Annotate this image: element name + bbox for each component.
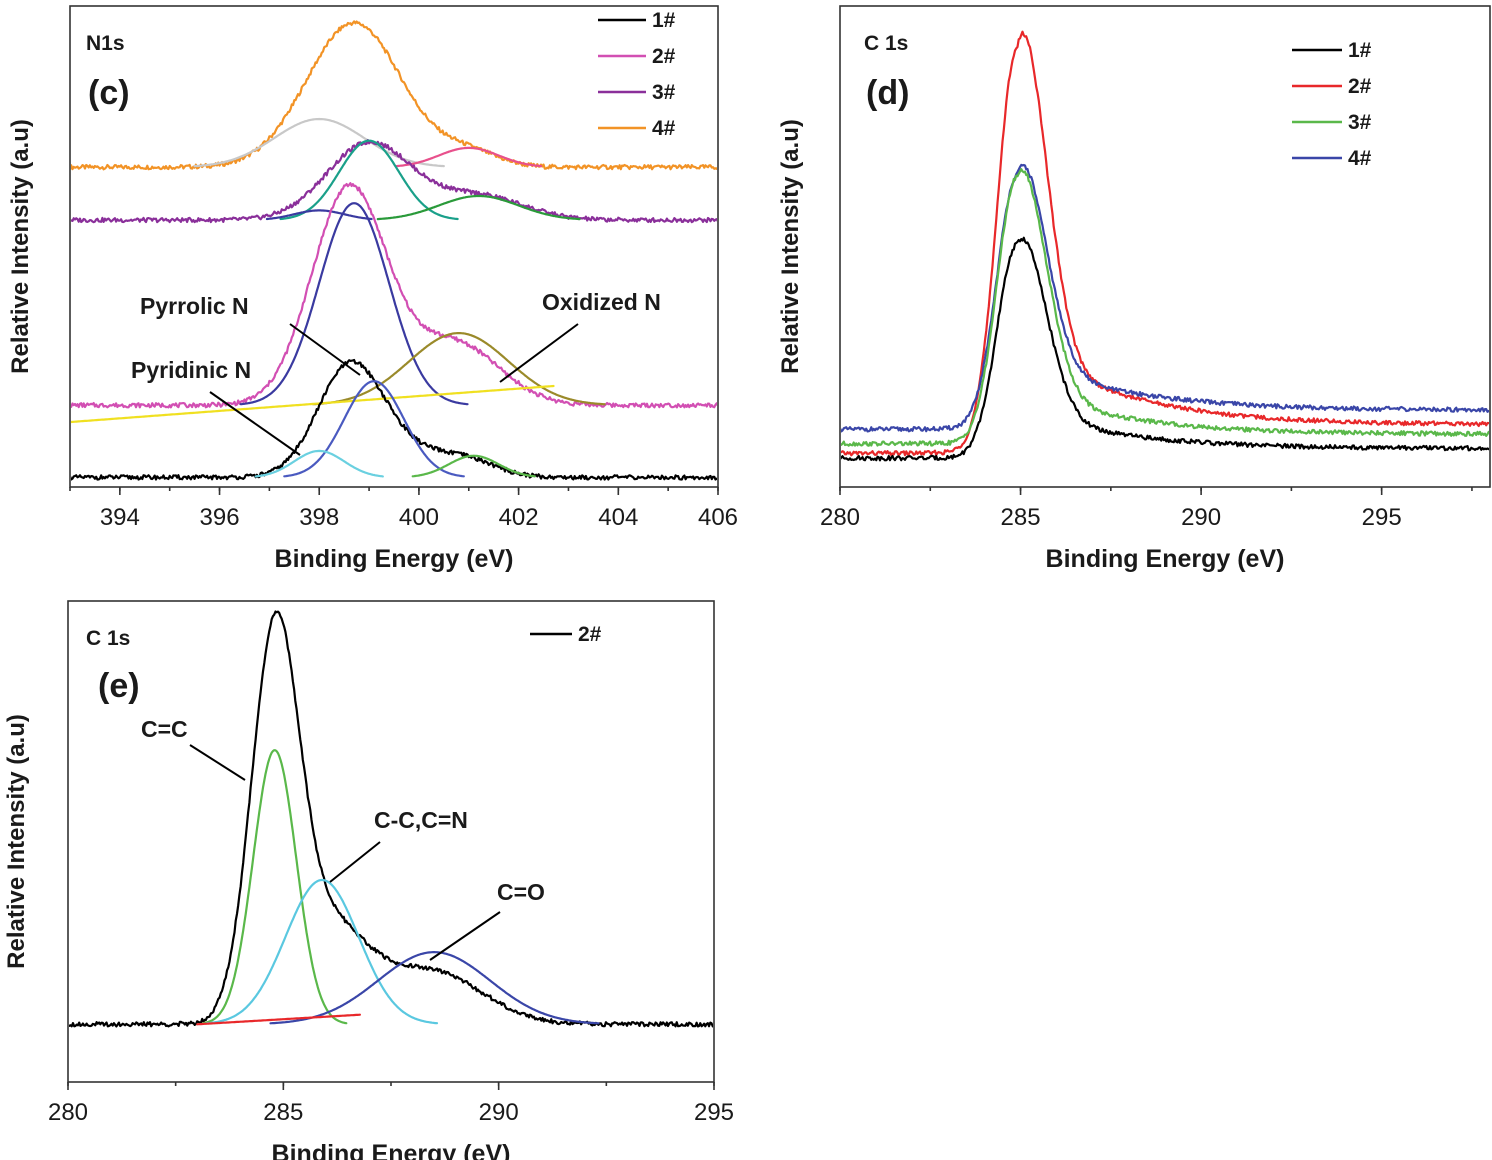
x-axis-label: Binding Energy (eV) [272,1140,511,1160]
legend-label: 4# [652,117,676,140]
panel-e: 280 285 290 295 Binding Energy (eV) Relative … [3,600,734,1160]
y-axis-label: Relative Intensity (a.u) [3,714,30,969]
series-line [841,163,1489,433]
annotation-label: Oxidized N [542,289,661,315]
series-line [71,20,717,171]
plot-frame [69,5,719,488]
curves [69,610,713,1028]
series-line [841,236,1489,462]
x-tick-label: 280 [48,1099,88,1126]
series-line [71,182,717,409]
series-line [239,202,469,406]
legend-label: 2# [1348,75,1372,98]
legend: 2# [530,623,602,646]
spectrum-label: C 1s [864,32,908,55]
legend: 1# 2# 3# 4# [598,9,676,140]
series-line [411,454,536,478]
curves [841,30,1489,462]
plot-frame [67,600,715,1083]
series-line [71,358,717,481]
annotation-label: Pyrrolic N [140,293,249,319]
legend: 1# 2# 3# 4# [1292,39,1372,170]
series-line [841,30,1489,457]
legend-label: 3# [1348,111,1372,134]
annotation-leader [429,911,501,961]
series-line [206,878,439,1025]
x-axis-label: Binding Energy (eV) [1046,545,1285,573]
x-tick-label: 404 [598,504,638,531]
x-tick-label: 295 [694,1099,734,1126]
series-line [196,1013,361,1026]
series-line [311,332,606,406]
series-line [841,168,1489,447]
x-tick-label: 290 [479,1099,519,1126]
annotation-leader [499,323,579,383]
series-line [395,146,543,168]
spectrum-label: N1s [86,32,125,55]
legend-label: 2# [578,623,602,646]
series-line [71,139,717,224]
x-tick-label: 400 [399,504,439,531]
series-line [202,749,348,1025]
panel-d: 280 285 290 295 Binding Energy (eV) Relative … [777,5,1491,573]
series-line [265,209,373,221]
legend-label: 1# [1348,39,1372,62]
x-tick-label: 295 [1362,504,1402,531]
annotation-label: C=C [141,716,188,742]
series-line [283,380,465,478]
legend-label: 4# [1348,147,1372,170]
series-line [69,610,713,1028]
x-tick-label: 280 [820,504,860,531]
annotation-label: Pyridinic N [131,357,251,383]
legend-label: 1# [652,9,676,32]
x-tick-label: 406 [698,504,738,531]
annotation-leader [209,391,301,456]
spectrum-label: C 1s [86,627,130,650]
plot-frame [839,5,1491,488]
annotation-leader [289,323,361,376]
y-axis-label: Relative Intensity (a.u) [777,119,804,374]
annotation-leader [329,841,381,883]
panel-letter: (d) [866,74,909,112]
x-tick-label: 290 [1181,504,1221,531]
series-line [376,194,581,221]
series-line [269,951,600,1025]
panel-letter: (e) [98,667,140,705]
curves [71,20,717,481]
annotation-leader [189,744,246,781]
x-axis-label: Binding Energy (eV) [275,545,514,573]
y-axis-label: Relative Intensity (a.u) [7,119,34,374]
series-line [71,384,555,424]
x-tick-label: 285 [263,1099,303,1126]
legend-label: 2# [652,45,676,68]
series-line [193,117,445,168]
x-tick-label: 285 [1001,504,1041,531]
x-tick-label: 396 [200,504,240,531]
x-tick-label: 394 [100,504,140,531]
legend-label: 3# [652,81,676,104]
annotation-label: C-C,C=N [374,807,468,833]
annotation-label: C=O [497,879,545,905]
panel-letter: (c) [88,74,130,112]
x-tick-label: 402 [499,504,539,531]
panel-c: 394 396 398 400 402 404 406 Binding Energy (eV)… [7,5,738,573]
x-tick-label: 398 [299,504,339,531]
series-line [254,449,384,478]
